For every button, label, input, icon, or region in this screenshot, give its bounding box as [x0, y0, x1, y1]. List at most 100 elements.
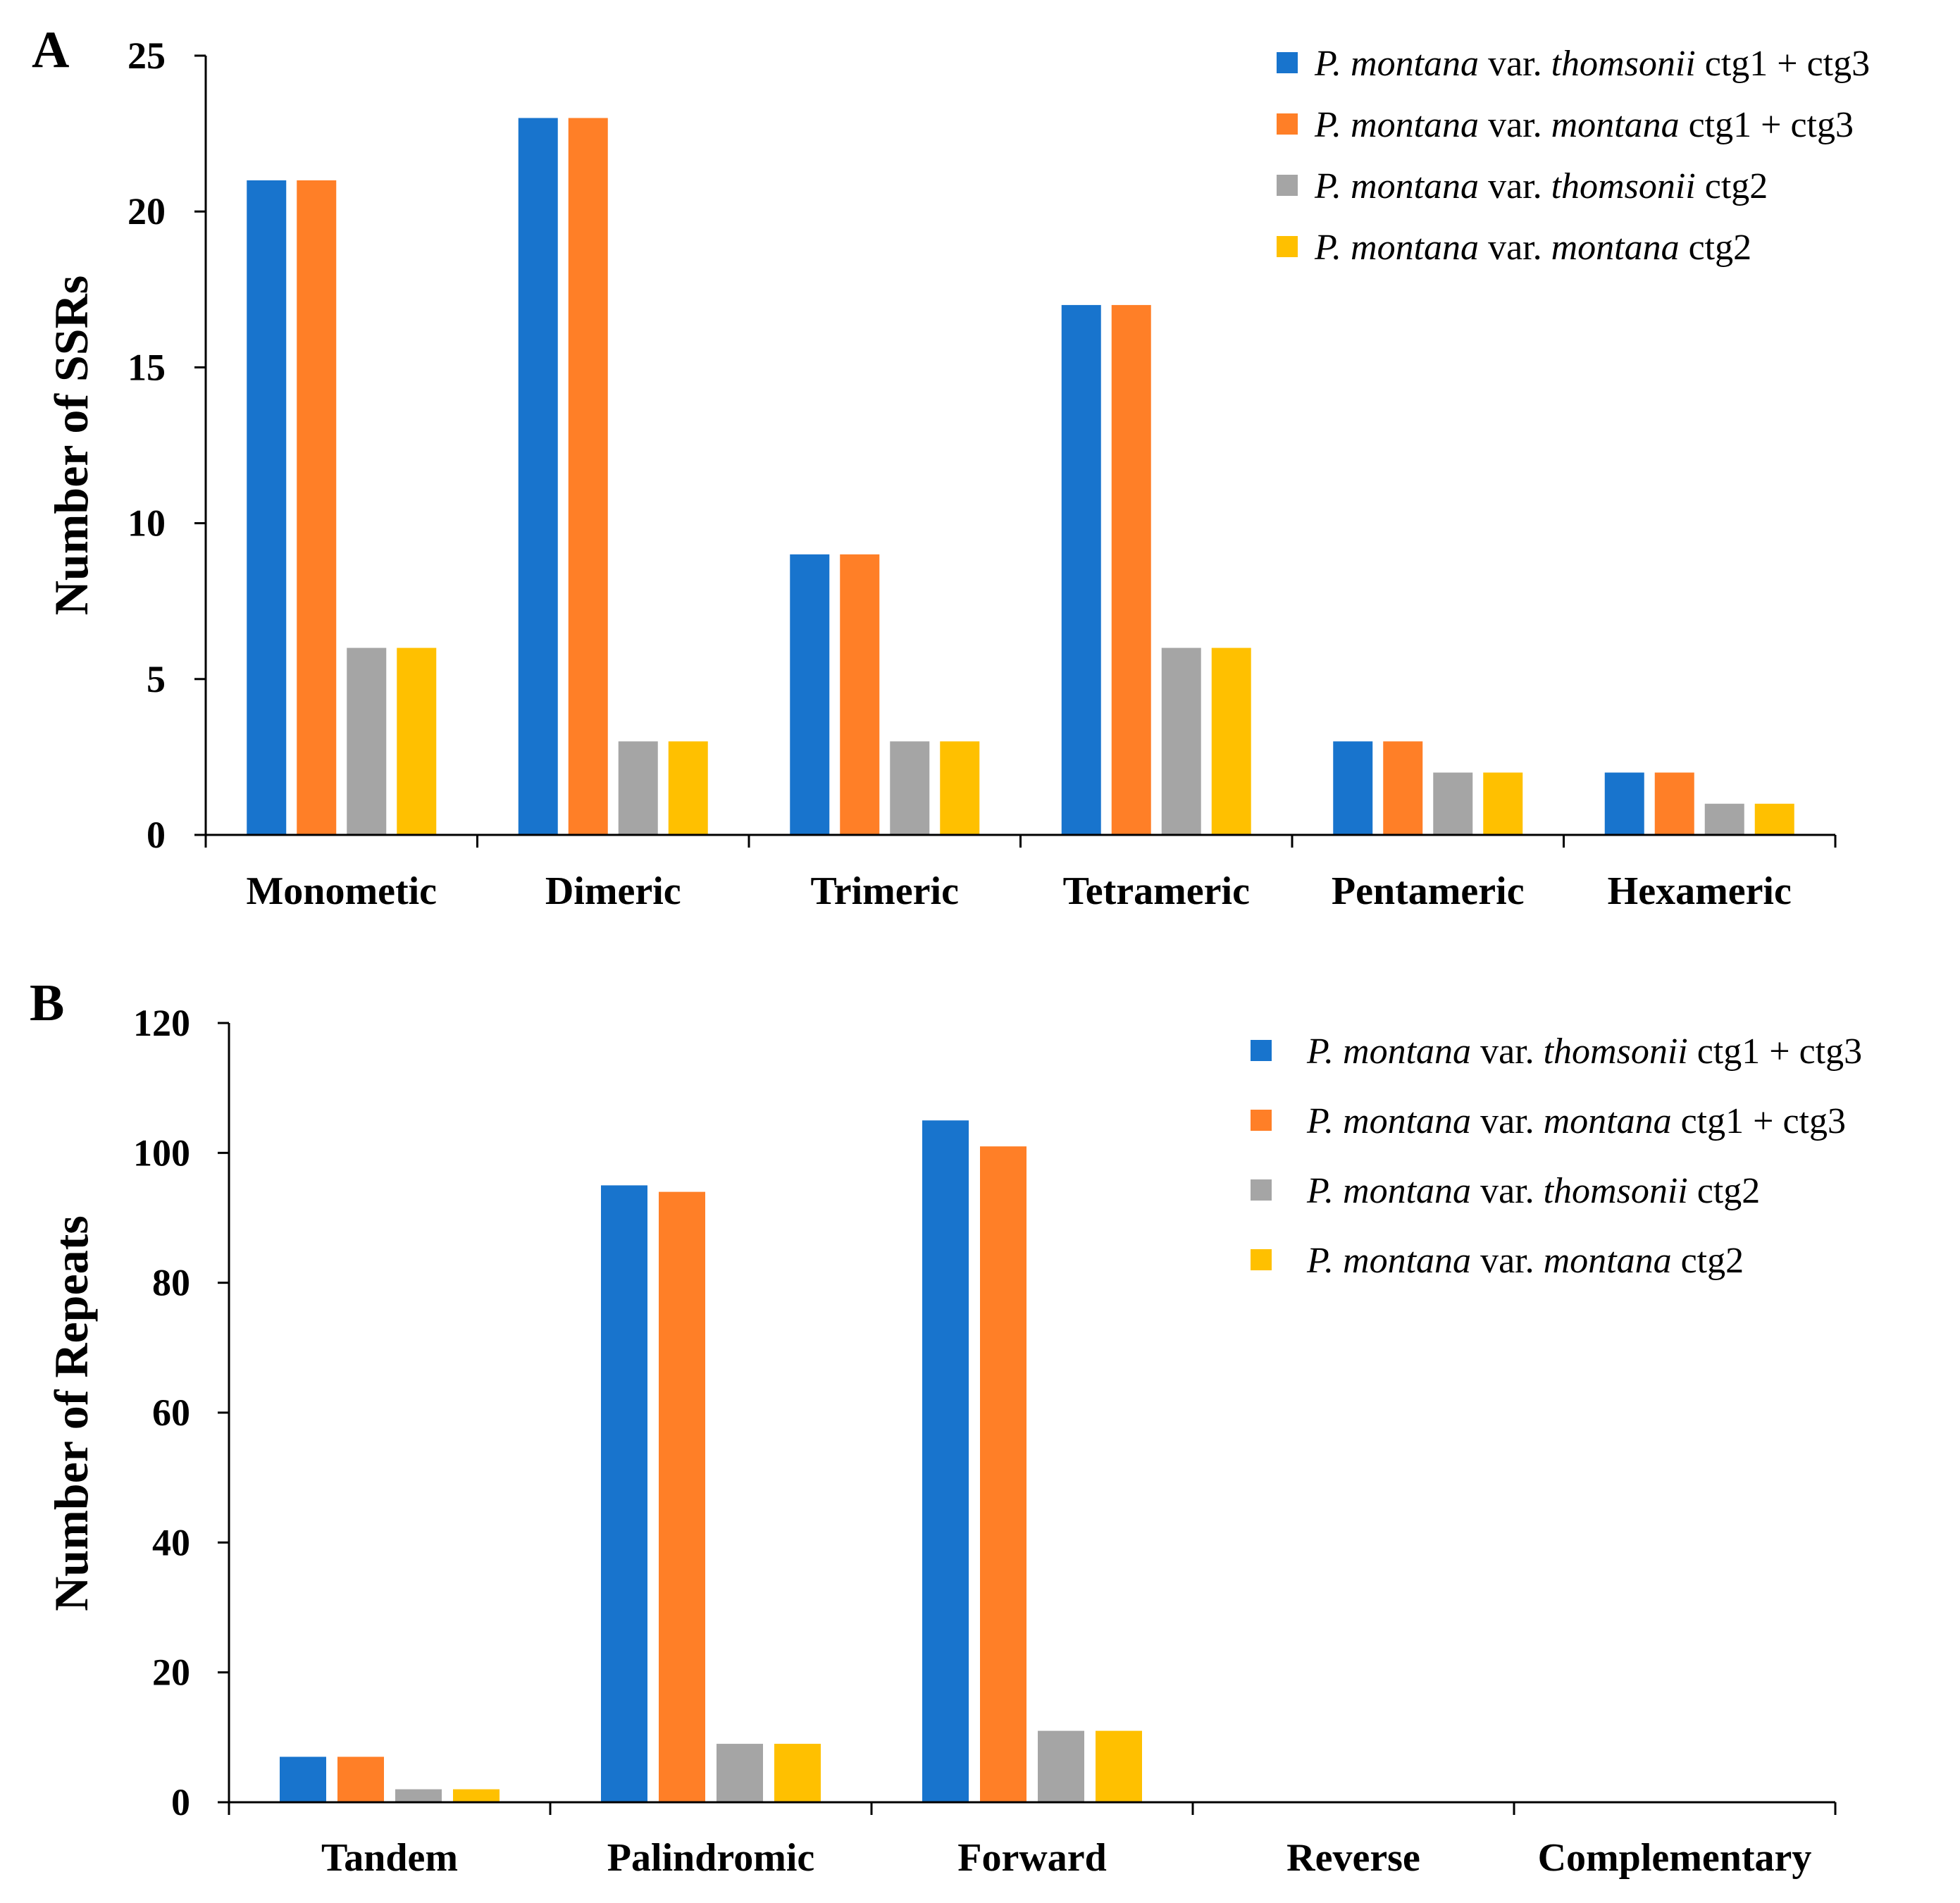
panel-b-legend-swatch	[1251, 1179, 1272, 1201]
panel-b-legend-label: P. montana var. thomsonii ctg2	[1306, 1171, 1760, 1211]
legend-label-part: var.	[1471, 1171, 1544, 1211]
legend-label-part: var.	[1479, 166, 1551, 206]
panel-a-category-label: Pentameric	[1332, 869, 1525, 913]
panel-a-y-tick-label: 5	[147, 658, 166, 700]
panel-b-y-tick-label: 120	[133, 1002, 190, 1044]
panel-a-bar-trimeric-series-4	[940, 741, 980, 835]
legend-label-part: ctg1 + ctg3	[1688, 1031, 1862, 1072]
panel-a-y-tick-label: 10	[128, 502, 166, 545]
legend-label-part: montana	[1551, 228, 1680, 268]
legend-label-part: ctg1 + ctg3	[1680, 105, 1854, 145]
legend-label-part: P. montana	[1314, 228, 1479, 268]
panel-a-y-tick-label: 20	[128, 190, 166, 233]
panel-b-bar-forward-series-2	[980, 1146, 1026, 1802]
panel-b-bar-tandem-series-2	[337, 1756, 384, 1802]
panel-a-bar-monometic-series-4	[397, 647, 437, 835]
panel-b-bar-palindromic-series-3	[717, 1744, 763, 1802]
panel-b-bar-forward-series-1	[922, 1120, 969, 1802]
panel-a-bar-dimeric-series-1	[518, 118, 558, 836]
panel-a-y-tick-label: 15	[128, 346, 166, 388]
panel-b-legend-swatch	[1251, 1110, 1272, 1131]
panel-a-category-label: Tetrameric	[1063, 869, 1250, 913]
panel-a-bar-dimeric-series-2	[568, 118, 608, 836]
legend-label-part: var.	[1479, 228, 1551, 268]
panel-b-bar-tandem-series-3	[395, 1789, 442, 1802]
panel-a-letter: A	[32, 21, 69, 79]
panel-a-legend-swatch	[1277, 175, 1298, 196]
panel-a-y-axis-title: Number of SSRs	[44, 275, 98, 615]
panel-b-legend-swatch	[1251, 1249, 1272, 1270]
panel-a-legend-swatch	[1277, 113, 1298, 135]
legend-label-part: ctg1 + ctg3	[1672, 1101, 1846, 1141]
panel-a-bar-pentameric-series-1	[1333, 741, 1373, 835]
panel-b-y-tick-label: 100	[133, 1132, 190, 1174]
panel-a-bar-pentameric-series-4	[1483, 772, 1523, 835]
panel-b-y-axis-title: Number of Repeats	[44, 1215, 98, 1611]
legend-label-part: montana	[1544, 1241, 1672, 1281]
panel-a-bar-trimeric-series-3	[890, 741, 930, 835]
panel-a-bar-dimeric-series-3	[618, 741, 658, 835]
panel-a-legend-label: P. montana var. thomsonii ctg2	[1314, 166, 1768, 206]
legend-label-part: ctg2	[1688, 1171, 1761, 1211]
panel-b-legend-label: P. montana var. montana ctg1 + ctg3	[1306, 1101, 1846, 1141]
panel-a-y-tick-label: 25	[128, 35, 166, 77]
panel-b-category-label: Tandem	[321, 1836, 458, 1880]
legend-label-part: P. montana	[1306, 1241, 1471, 1281]
panel-b-category-label: Complementary	[1538, 1836, 1812, 1880]
panel-b-letter: B	[30, 974, 64, 1032]
panel-b-category-label: Palindromic	[607, 1836, 815, 1880]
panel-a-bar-hexameric-series-2	[1654, 772, 1694, 835]
legend-label-part: ctg2	[1672, 1241, 1744, 1281]
panel-a-bar-tetrameric-series-4	[1211, 647, 1251, 835]
panel-a-category-label: Monometic	[246, 869, 437, 913]
panel-b-bar-forward-series-3	[1038, 1730, 1084, 1802]
panel-b-legend: P. montana var. thomsonii ctg1 + ctg3P. …	[1251, 1031, 1862, 1281]
panel-b-y-tick-label: 40	[152, 1521, 190, 1563]
legend-label-part: var.	[1471, 1101, 1544, 1141]
panel-a-bar-trimeric-series-2	[840, 554, 880, 835]
panel-a-legend-swatch	[1277, 52, 1298, 73]
panel-a-legend-label: P. montana var. thomsonii ctg1 + ctg3	[1314, 44, 1870, 84]
legend-label-part: thomsonii	[1551, 166, 1696, 206]
panel-b-chart: B 0 20 40 60 80 100 120 Tandem Palindromic Forwar…	[30, 974, 1862, 1880]
panel-b-legend-swatch	[1251, 1040, 1272, 1061]
panel-b-category-label: Reverse	[1286, 1836, 1420, 1880]
panel-b-y-tick-label: 20	[152, 1651, 190, 1694]
panel-a-bar-dimeric-series-4	[668, 741, 708, 835]
panel-a-legend-swatch	[1277, 236, 1298, 257]
panel-b-bar-tandem-series-1	[280, 1756, 326, 1802]
legend-label-part: P. montana	[1314, 166, 1479, 206]
panel-a-bar-hexameric-series-1	[1604, 772, 1644, 835]
panel-b-bar-palindromic-series-4	[774, 1744, 821, 1802]
legend-label-part: var.	[1471, 1241, 1544, 1281]
panel-a-bar-monometic-series-3	[347, 647, 387, 835]
panel-b-category-label: Forward	[957, 1836, 1107, 1880]
legend-label-part: thomsonii	[1544, 1031, 1688, 1072]
panel-a-bar-tetrameric-series-1	[1061, 304, 1101, 835]
legend-label-part: P. montana	[1306, 1031, 1471, 1072]
panel-a-bar-monometic-series-2	[297, 180, 337, 835]
legend-label-part: ctg1 + ctg3	[1696, 44, 1870, 84]
legend-label-part: thomsonii	[1551, 44, 1696, 84]
panel-b-bar-palindromic-series-2	[659, 1191, 705, 1802]
panel-a-category-label: Hexameric	[1608, 869, 1792, 913]
legend-label-part: ctg2	[1696, 166, 1768, 206]
legend-label-part: P. montana	[1306, 1101, 1471, 1141]
panel-a-legend: P. montana var. thomsonii ctg1 + ctg3P. …	[1277, 44, 1870, 268]
legend-label-part: montana	[1544, 1101, 1672, 1141]
legend-label-part: thomsonii	[1544, 1171, 1688, 1211]
panel-a-bar-pentameric-series-3	[1433, 772, 1473, 835]
panel-a-legend-label: P. montana var. montana ctg2	[1314, 228, 1751, 268]
panel-a-category-label: Trimeric	[811, 869, 959, 913]
panel-a-bar-pentameric-series-2	[1383, 741, 1423, 835]
panel-b-legend-label: P. montana var. thomsonii ctg1 + ctg3	[1306, 1031, 1862, 1072]
panel-a-category-label: Dimeric	[545, 869, 681, 913]
panel-b-y-tick-label: 0	[171, 1781, 190, 1823]
panel-b-bar-tandem-series-4	[453, 1789, 500, 1802]
panel-b-bar-forward-series-4	[1096, 1730, 1142, 1802]
panel-b-bar-palindromic-series-1	[601, 1185, 647, 1802]
legend-label-part: montana	[1551, 105, 1680, 145]
legend-label-part: P. montana	[1306, 1171, 1471, 1211]
panel-b-y-tick-label: 80	[152, 1262, 190, 1304]
